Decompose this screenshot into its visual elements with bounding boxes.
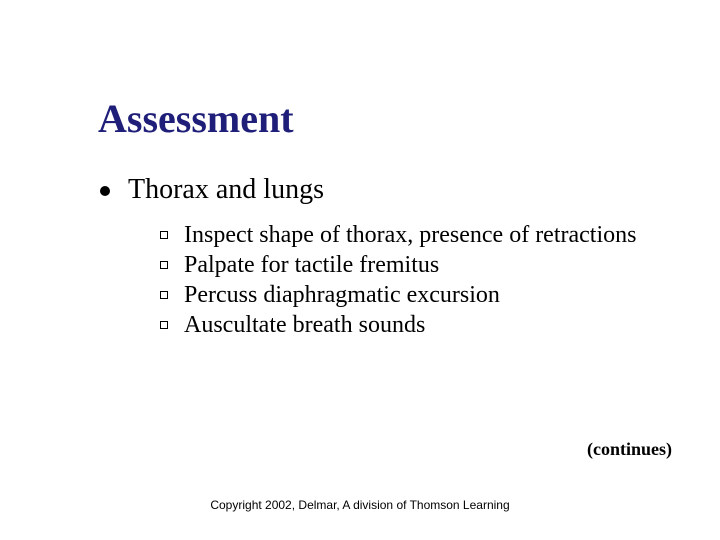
square-bullet-icon — [160, 321, 168, 329]
square-bullet-icon — [160, 291, 168, 299]
bullet-level2: Inspect shape of thorax, presence of ret… — [160, 220, 670, 250]
level2-text: Inspect shape of thorax, presence of ret… — [184, 220, 636, 250]
level1-text: Thorax and lungs — [128, 174, 324, 206]
square-bullet-icon — [160, 261, 168, 269]
slide-title: Assessment — [98, 95, 670, 142]
bullet-level2: Percuss diaphragmatic excursion — [160, 280, 670, 310]
level2-text: Palpate for tactile fremitus — [184, 250, 439, 280]
slide: Assessment Thorax and lungs Inspect shap… — [0, 0, 720, 540]
level2-text: Percuss diaphragmatic excursion — [184, 280, 500, 310]
bullet-level2: Palpate for tactile fremitus — [160, 250, 670, 280]
bullet-level1: Thorax and lungs — [100, 174, 670, 206]
disc-bullet-icon — [100, 186, 110, 196]
bullet-level2: Auscultate breath sounds — [160, 310, 670, 340]
level2-list: Inspect shape of thorax, presence of ret… — [160, 220, 670, 340]
copyright-footer: Copyright 2002, Delmar, A division of Th… — [0, 498, 720, 512]
level2-text: Auscultate breath sounds — [184, 310, 425, 340]
square-bullet-icon — [160, 231, 168, 239]
continues-label: (continues) — [587, 439, 672, 460]
